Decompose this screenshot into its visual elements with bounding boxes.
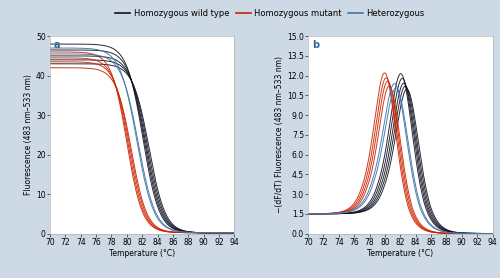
Text: b: b bbox=[312, 40, 319, 50]
Text: a: a bbox=[54, 40, 60, 50]
Y-axis label: −(dF/dT) Fluorescence (483 nm–533 nm): −(dF/dT) Fluorescence (483 nm–533 nm) bbox=[276, 56, 284, 213]
Legend: Homozygous wild type, Homozygous mutant, Heterozygous: Homozygous wild type, Homozygous mutant,… bbox=[112, 6, 428, 21]
Y-axis label: Fluorescence (483 nm–533 nm): Fluorescence (483 nm–533 nm) bbox=[24, 75, 34, 195]
X-axis label: Temperature (°C): Temperature (°C) bbox=[368, 249, 434, 259]
X-axis label: Temperature (°C): Temperature (°C) bbox=[109, 249, 176, 259]
